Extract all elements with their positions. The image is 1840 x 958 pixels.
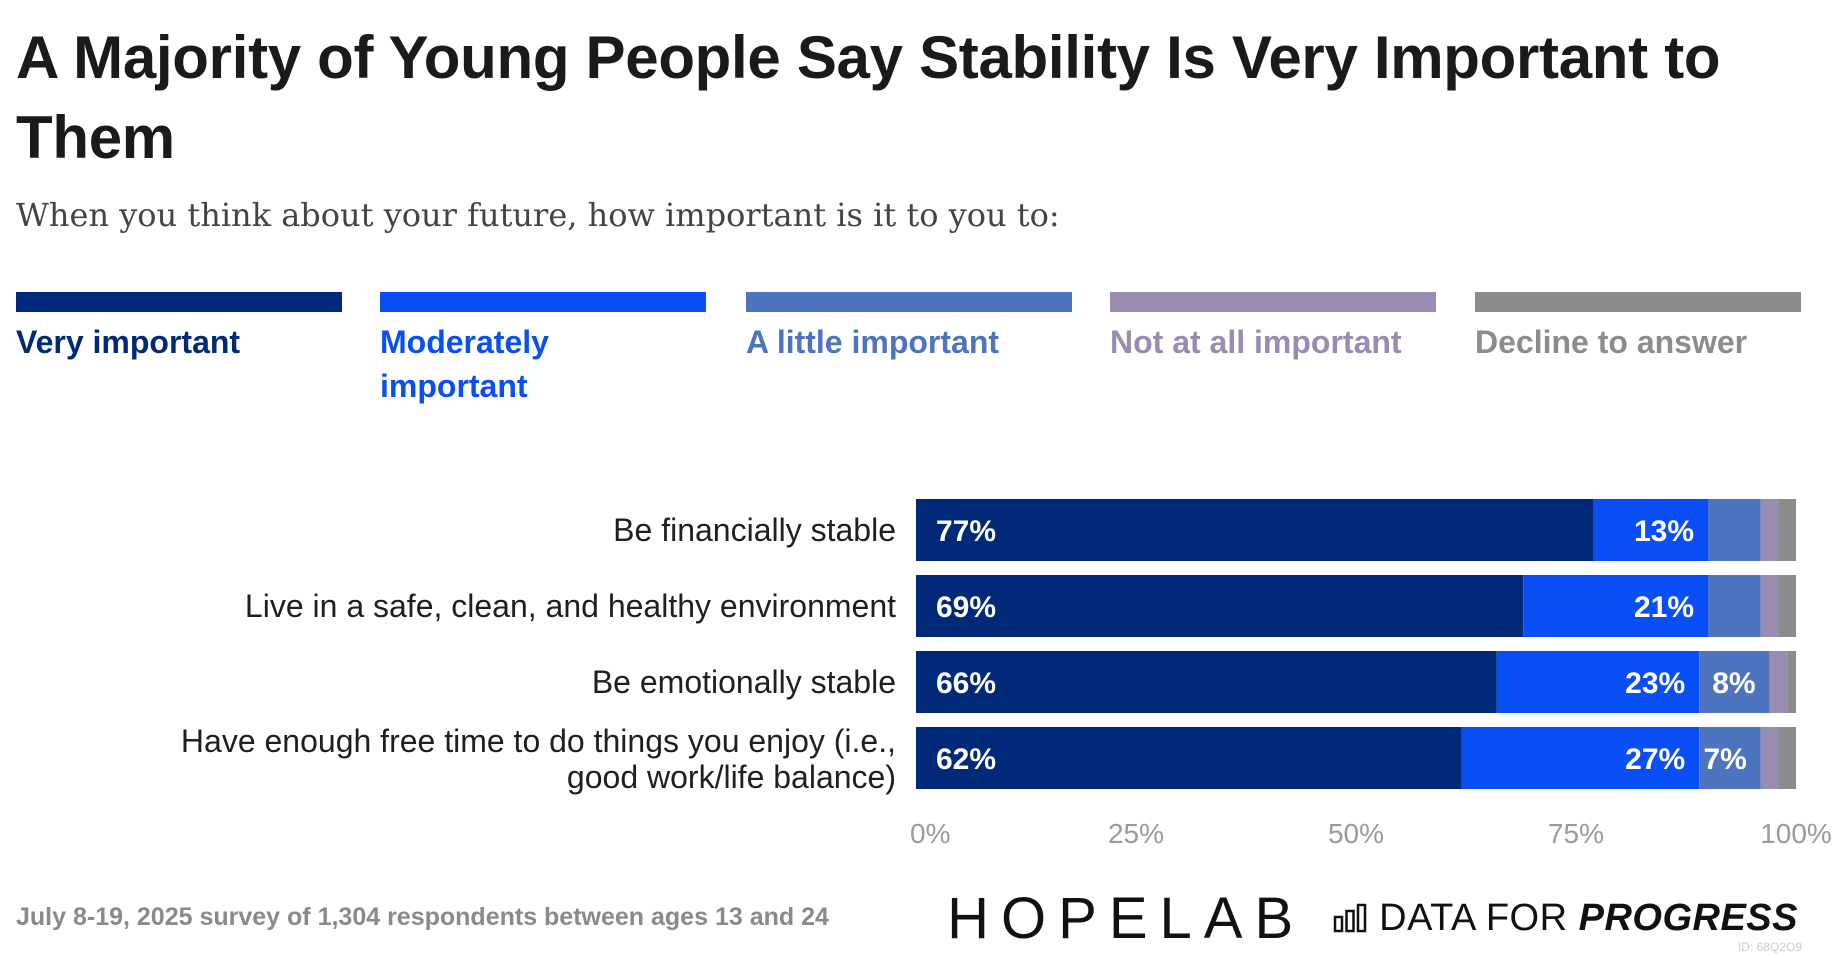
bar-moderately-important-row-2 [1523, 575, 1708, 637]
legend-label: A little important [746, 324, 1000, 360]
x-tick-label: 25% [1108, 818, 1164, 849]
bar-moderately-important-row-1 [1593, 499, 1708, 561]
bar-chart-icon [1333, 903, 1367, 933]
chart-id: ID: 68Q2O9 [1737, 940, 1802, 954]
legend-item-not-at-all-important: Not at all important [1110, 292, 1436, 364]
bar-a-little-important-row-1 [1708, 499, 1761, 561]
data-label: 13% [1634, 515, 1694, 548]
legend-item-moderately-important: Moderately important [380, 292, 706, 408]
legend-item-very-important: Very important [16, 292, 342, 364]
data-label: 23% [1625, 667, 1685, 700]
chart-svg: 77% 13% Be financially stable 69% 21% Live in… [181, 499, 1832, 849]
x-tick-label: 0% [910, 818, 950, 849]
data-label: 69% [936, 591, 996, 624]
bar-very-important-row-2 [916, 575, 1524, 637]
bar-moderately-important-row-3 [1496, 651, 1700, 713]
legend-label: Not at all important [1110, 324, 1402, 360]
bar-not-at-all-important-row-4 [1760, 727, 1779, 789]
data-label: 66% [936, 667, 996, 700]
category-label: Live in a safe, clean, and healthy envir… [245, 588, 896, 624]
bar-decline-to-answer-row-3 [1787, 651, 1796, 713]
legend-item-a-little-important: A little important [746, 292, 1072, 364]
bar-moderately-important-row-4 [1461, 727, 1700, 789]
data-label: 77% [936, 515, 996, 548]
category-label: Be emotionally stable [592, 664, 896, 700]
stacked-bar-chart: 77% 13% Be financially stable 69% 21% Live in… [0, 480, 1840, 860]
legend-swatch [380, 292, 706, 312]
hopelab-logo: HOPELAB [947, 885, 1306, 951]
footnote: July 8-19, 2025 survey of 1,304 responde… [16, 903, 829, 931]
category-label: Be financially stable [613, 512, 896, 548]
data-label: 27% [1625, 743, 1685, 776]
x-tick-label: 50% [1328, 818, 1384, 849]
bar-not-at-all-important-row-2 [1760, 575, 1779, 637]
bar-very-important-row-1 [916, 499, 1594, 561]
bar-a-little-important-row-3 [1699, 651, 1770, 713]
bar-not-at-all-important-row-1 [1760, 499, 1779, 561]
legend-label: Moderately important [380, 324, 549, 404]
bar-a-little-important-row-4 [1699, 727, 1761, 789]
data-for-progress-logo: DATA FOR PROGRESS [1333, 897, 1798, 940]
bar-decline-to-answer-row-2 [1778, 575, 1796, 637]
data-label: 21% [1634, 591, 1694, 624]
bar-decline-to-answer-row-1 [1778, 499, 1796, 561]
chart-title: A Majority of Young People Say Stability… [16, 24, 1721, 171]
legend-swatch [746, 292, 1072, 312]
x-tick-label: 100% [1760, 818, 1832, 849]
bar-very-important-row-4 [916, 727, 1462, 789]
legend-item-decline-to-answer: Decline to answer [1475, 292, 1801, 364]
logos: HOPELAB DATA FOR PROGRESS [947, 886, 1798, 951]
legend-label: Decline to answer [1475, 324, 1748, 360]
legend: Very important Moderately important A li… [16, 292, 1826, 412]
dfp-text-bold: PROGRESS [1578, 896, 1798, 939]
legend-swatch [1110, 292, 1436, 312]
bar-very-important-row-3 [916, 651, 1497, 713]
bar-not-at-all-important-row-3 [1769, 651, 1788, 713]
dfp-text-regular: DATA FOR [1379, 896, 1579, 939]
legend-swatch [1475, 292, 1801, 312]
bar-a-little-important-row-2 [1708, 575, 1761, 637]
chart-subtitle: When you think about your future, how im… [16, 196, 1060, 234]
x-tick-label: 75% [1548, 818, 1604, 849]
category-label: Have enough free time to do things you e… [181, 723, 896, 795]
data-label: 7% [1703, 743, 1746, 776]
legend-label: Very important [16, 324, 241, 360]
bar-decline-to-answer-row-4 [1778, 727, 1796, 789]
data-label: 62% [936, 743, 996, 776]
data-label: 8% [1712, 667, 1755, 700]
legend-swatch [16, 292, 342, 312]
